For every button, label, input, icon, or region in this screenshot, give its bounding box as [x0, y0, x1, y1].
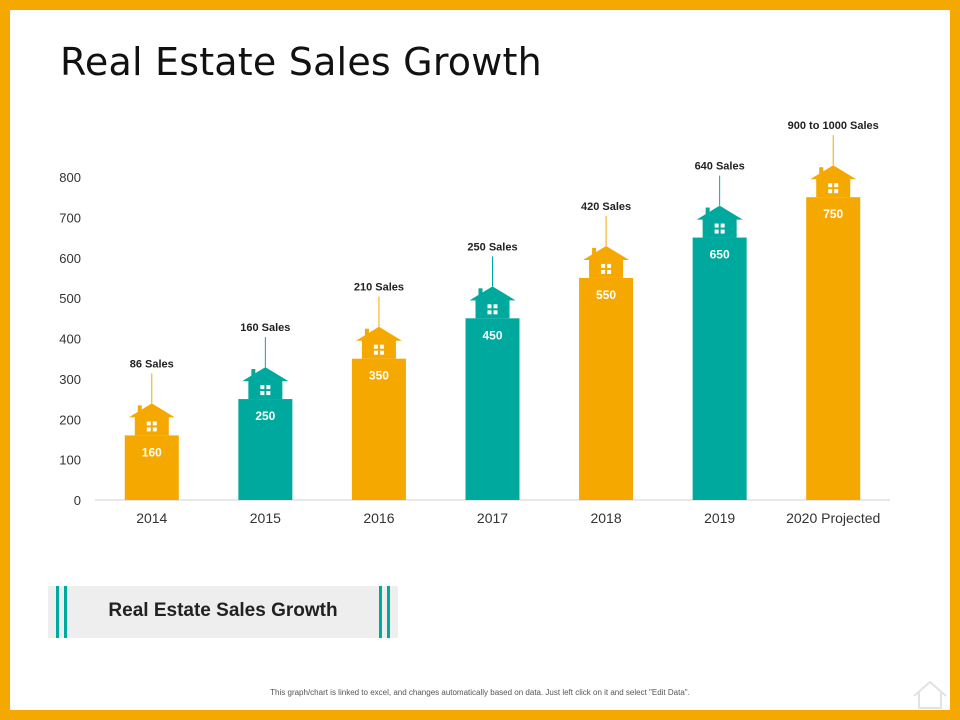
house-window — [152, 427, 157, 432]
house-window — [487, 304, 492, 309]
house-window — [720, 229, 725, 234]
bar-value-label: 650 — [710, 248, 730, 262]
bar-value-label: 160 — [142, 445, 162, 459]
house-body — [816, 178, 851, 198]
house-body — [475, 299, 510, 319]
footer-note: This graph/chart is linked to excel, and… — [270, 688, 690, 697]
house-window — [834, 183, 839, 188]
caption-accent-left-1 — [56, 586, 59, 638]
house-body — [702, 218, 737, 238]
annotation-label: 250 Sales — [467, 241, 517, 253]
home-outline-icon — [913, 680, 947, 709]
page-title: Real Estate Sales Growth — [60, 40, 542, 84]
bar — [806, 197, 861, 500]
caption-accent-left-2 — [64, 586, 67, 638]
house-chimney — [364, 328, 369, 339]
bar-value-label: 550 — [596, 288, 616, 302]
house-roof — [696, 205, 743, 220]
house-chimney — [137, 405, 142, 416]
house-chimney — [819, 167, 824, 178]
caption-accent-right-2 — [379, 586, 382, 638]
house-roof — [242, 367, 289, 382]
y-tick-label: 0 — [74, 493, 81, 508]
y-tick-label: 700 — [59, 210, 81, 225]
house-chimney — [705, 207, 710, 218]
house-window — [260, 385, 265, 390]
house-window — [373, 344, 378, 349]
house-window — [266, 391, 271, 396]
annotation-label: 86 Sales — [130, 358, 174, 370]
y-tick-label: 400 — [59, 332, 81, 347]
x-tick-label: 2017 — [477, 510, 508, 526]
x-tick-label: 2016 — [363, 510, 394, 526]
house-chimney — [251, 369, 256, 380]
house-window — [266, 385, 271, 390]
caption-text: Real Estate Sales Growth — [108, 600, 338, 621]
house-body — [589, 258, 624, 278]
annotation-label: 210 Sales — [354, 282, 404, 294]
caption-box: Real Estate Sales Growth — [48, 586, 398, 638]
x-tick-label: 2018 — [590, 510, 621, 526]
x-tick-label: 2014 — [136, 510, 167, 526]
house-window — [720, 223, 725, 228]
y-tick-label: 600 — [59, 251, 81, 266]
bar — [124, 435, 179, 500]
house-window — [260, 391, 265, 396]
y-tick-label: 200 — [59, 412, 81, 427]
house-window — [828, 183, 833, 188]
bar-value-label: 750 — [823, 207, 843, 221]
annotation-label: 900 to 1000 Sales — [788, 120, 879, 132]
bar-value-label: 250 — [255, 409, 275, 423]
house-roof — [128, 403, 175, 418]
house-window — [493, 304, 498, 309]
bar — [238, 399, 293, 500]
house-window — [146, 421, 151, 426]
house-window — [601, 269, 606, 274]
bar-value-label: 350 — [369, 369, 389, 383]
house-window — [607, 269, 612, 274]
house-roof — [810, 165, 857, 180]
house-window — [828, 189, 833, 194]
house-window — [379, 350, 384, 355]
house-window — [146, 427, 151, 432]
house-body — [134, 416, 169, 436]
annotation-label: 420 Sales — [581, 201, 631, 213]
bar — [351, 358, 406, 500]
bar — [579, 277, 634, 500]
bar — [692, 237, 747, 500]
house-window — [373, 350, 378, 355]
house-window — [834, 189, 839, 194]
y-tick-label: 500 — [59, 291, 81, 306]
bar — [465, 318, 520, 500]
house-window — [379, 344, 384, 349]
annotation-label: 640 Sales — [695, 161, 745, 173]
x-tick-label: 2019 — [704, 510, 735, 526]
annotation-label: 160 Sales — [240, 322, 290, 334]
house-body — [361, 339, 396, 359]
sales-bar-chart: 0 100 200 300 400 500 600 700 800 160 2014 86 Sales… — [59, 120, 890, 526]
y-tick-label: 100 — [59, 453, 81, 468]
x-tick-label: 2015 — [250, 510, 281, 526]
house-window — [714, 229, 719, 234]
house-window — [487, 310, 492, 315]
caption-accent-right-1 — [387, 586, 390, 638]
y-tick-label: 800 — [59, 170, 81, 185]
house-roof — [469, 286, 516, 301]
house-window — [601, 263, 606, 268]
house-window — [607, 263, 612, 268]
y-tick-label: 300 — [59, 372, 81, 387]
x-tick-label: 2020 Projected — [786, 510, 880, 526]
house-body — [248, 380, 283, 400]
house-window — [493, 310, 498, 315]
house-roof — [583, 245, 630, 260]
bar-value-label: 450 — [482, 328, 502, 342]
house-chimney — [592, 247, 597, 258]
house-window — [152, 421, 157, 426]
house-chimney — [478, 288, 483, 299]
house-window — [714, 223, 719, 228]
house-roof — [355, 326, 402, 341]
